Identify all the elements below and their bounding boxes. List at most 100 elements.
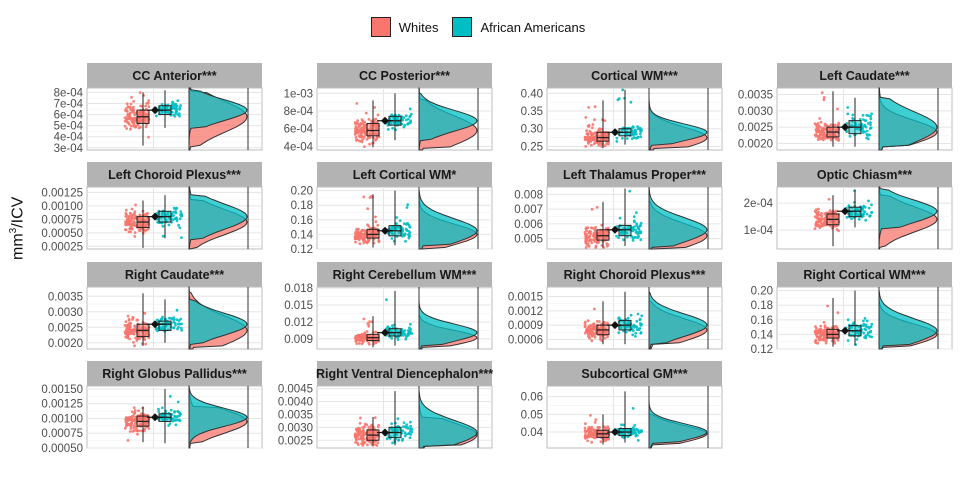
data-point (147, 105, 151, 109)
y-tick-label: 0.14 (291, 229, 314, 241)
data-point (590, 425, 594, 429)
data-point (846, 112, 850, 116)
data-point (358, 421, 362, 425)
data-point (177, 112, 181, 115)
box (848, 206, 862, 218)
data-point (823, 325, 827, 329)
data-point (816, 122, 820, 125)
y-tick-label: 0.00125 (41, 187, 83, 199)
data-point (374, 220, 378, 224)
facet-panel: Left Cortical WM* 0.12 0.14 0.16 0.18 0.20 (291, 162, 493, 256)
data-point (593, 118, 596, 121)
data-point (124, 332, 128, 336)
data-point (395, 216, 399, 219)
data-point (615, 234, 618, 238)
facet-strip (87, 361, 262, 386)
data-point (863, 327, 867, 331)
data-point (600, 142, 603, 146)
data-point (124, 320, 128, 323)
data-point (177, 223, 181, 227)
data-point (813, 210, 817, 213)
data-point (373, 416, 377, 419)
data-point (355, 438, 358, 442)
data-point (178, 226, 182, 230)
y-tick-label: 0.40 (521, 88, 543, 100)
data-point (631, 432, 635, 436)
data-point (836, 311, 840, 315)
data-point (406, 222, 410, 226)
data-point (360, 232, 364, 236)
data-point (124, 212, 128, 215)
data-point (408, 332, 411, 336)
data-point (600, 223, 604, 227)
data-point (819, 324, 823, 328)
data-point (402, 116, 406, 119)
data-point (132, 217, 136, 220)
data-point (134, 125, 138, 128)
data-point (363, 123, 366, 127)
y-tick-label: 2e-04 (744, 198, 774, 210)
data-point (587, 106, 590, 109)
data-point (367, 425, 371, 429)
data-point (135, 318, 139, 322)
data-point (356, 334, 360, 338)
data-point (123, 124, 127, 128)
data-point (156, 329, 159, 333)
data-point (822, 96, 826, 99)
data-point (133, 417, 137, 421)
data-point (836, 124, 840, 127)
data-point (124, 221, 128, 225)
data-point (361, 340, 365, 344)
data-point (637, 327, 641, 331)
y-tick-label: 8e-04 (284, 106, 314, 118)
data-point (813, 133, 817, 137)
y-tick-label: 6e-04 (54, 110, 84, 122)
data-point (167, 223, 171, 227)
data-point (128, 227, 132, 231)
data-point (358, 431, 362, 435)
data-point (592, 431, 596, 435)
data-point (123, 324, 127, 327)
data-point (124, 215, 128, 218)
y-tick-label: 0.0025 (48, 322, 83, 334)
y-tick-label: 0.0030 (278, 422, 313, 434)
data-point (128, 329, 132, 333)
data-point (585, 435, 589, 439)
y-tick-label: 0.00125 (41, 399, 83, 411)
data-point (142, 413, 146, 416)
data-point (636, 312, 640, 316)
data-point (848, 134, 852, 138)
data-point (126, 335, 130, 339)
y-tick-label: 8e-04 (54, 87, 84, 99)
data-point (376, 113, 380, 117)
legend-key-african-americans (452, 17, 473, 37)
data-point (143, 338, 147, 341)
data-point (816, 128, 819, 132)
data-point (175, 418, 179, 422)
y-tick-label: 0.06 (521, 392, 543, 404)
y-tick-label: 6e-04 (284, 124, 314, 136)
mean-marker (151, 413, 159, 422)
data-point (128, 323, 132, 327)
data-point (591, 126, 594, 130)
data-point (147, 99, 151, 102)
data-point (631, 236, 635, 240)
data-point (591, 234, 595, 238)
data-point (401, 429, 405, 433)
y-tick-label: 0.0015 (508, 292, 543, 304)
facet-strip (777, 162, 952, 187)
data-point (144, 104, 148, 108)
data-point (174, 324, 177, 327)
data-point (144, 342, 148, 346)
mean-marker (151, 212, 159, 221)
data-point (865, 319, 869, 323)
y-tick-label: 0.30 (521, 124, 543, 136)
data-point (590, 207, 594, 211)
data-point (356, 443, 360, 446)
data-point (398, 219, 402, 223)
data-point (390, 422, 393, 425)
data-point (870, 322, 874, 326)
data-point (595, 205, 599, 209)
data-point (636, 127, 640, 131)
data-point (363, 422, 367, 426)
